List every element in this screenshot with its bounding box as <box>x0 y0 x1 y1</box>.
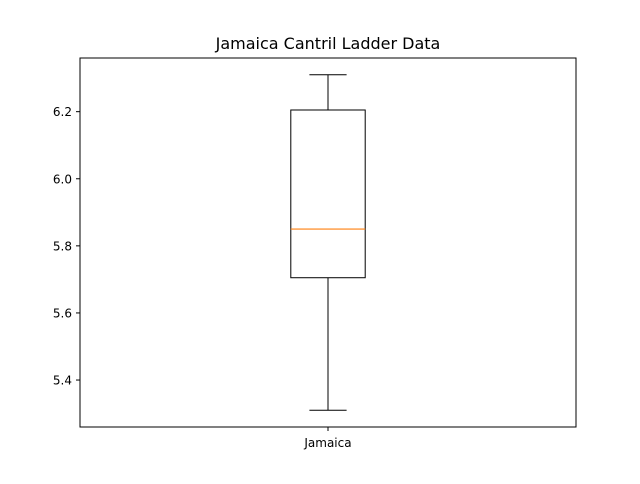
y-tick-label: 6.0 <box>53 172 72 186</box>
y-tick-label: 5.4 <box>53 374 72 388</box>
plot-area: 5.4 5.6 5.8 6.0 6.2 Jamaica <box>53 74 366 450</box>
chart-title: Jamaica Cantril Ladder Data <box>215 34 441 53</box>
x-tick-label: Jamaica <box>303 436 351 450</box>
iqr-box <box>290 109 366 279</box>
y-tick-label: 6.2 <box>53 105 72 119</box>
y-tick-label: 5.8 <box>53 239 72 253</box>
y-tick-label: 5.6 <box>53 306 72 320</box>
axes-frame <box>79 57 577 428</box>
